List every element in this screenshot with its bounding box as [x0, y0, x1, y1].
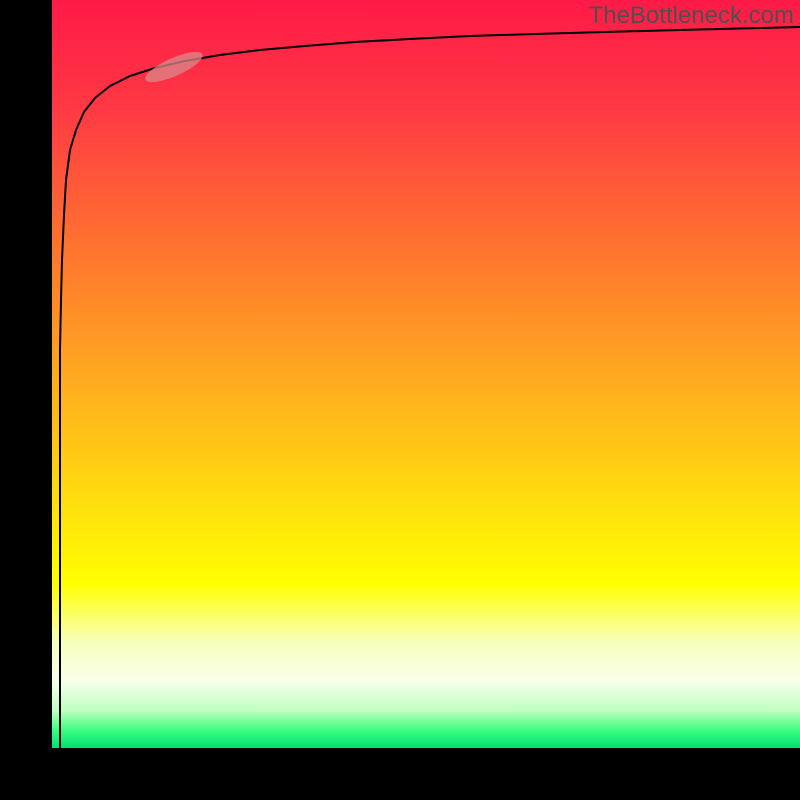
frame-border-left [0, 0, 52, 800]
gradient-plot-area [52, 0, 800, 748]
watermark-text: TheBottleneck.com [589, 2, 794, 30]
chart-container: TheBottleneck.com [0, 0, 800, 800]
frame-border-bottom [0, 748, 800, 800]
